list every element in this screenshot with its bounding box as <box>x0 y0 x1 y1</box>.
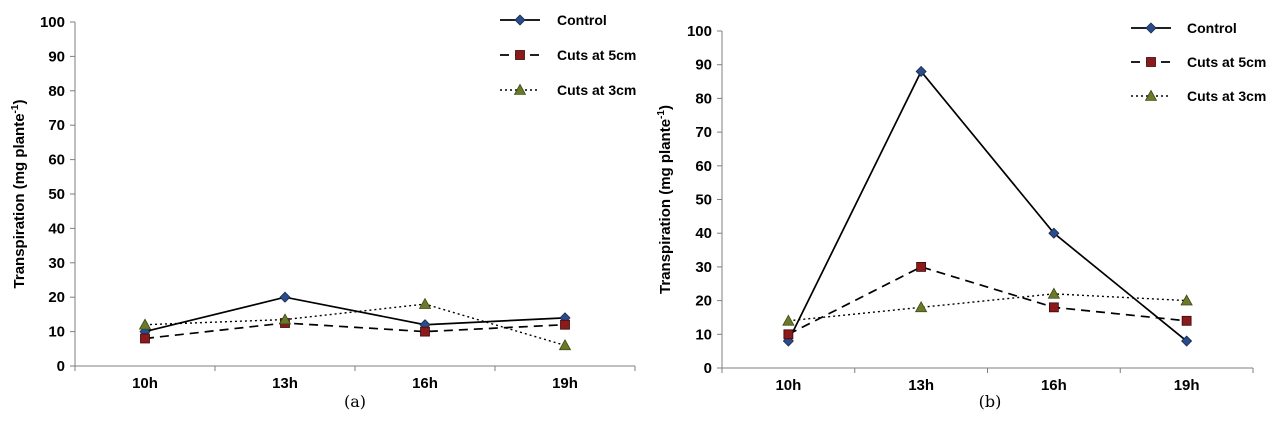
y-tick-label: 100 <box>40 14 65 31</box>
y-tick-label: 30 <box>695 259 712 276</box>
data-point-series-2 <box>783 329 794 340</box>
x-tick-label: 16h <box>412 375 438 392</box>
data-point-series-2 <box>1181 315 1192 326</box>
y-tick-label: 60 <box>695 158 712 175</box>
data-point-series-3 <box>914 301 928 313</box>
legend-label: Cuts at 3cm <box>1187 88 1266 104</box>
x-tick-label: 10h <box>775 377 801 394</box>
y-axis-title: Transpiration (mg plante-1) <box>10 100 28 289</box>
legend-marker <box>515 50 525 60</box>
series-line-1 <box>787 69 1188 342</box>
x-tick-label: 13h <box>272 375 298 392</box>
data-point-series-2 <box>420 326 430 337</box>
legend-label: Cuts at 3cm <box>557 82 636 98</box>
y-axis-title: Transpiration (mg plante-1) <box>656 105 674 294</box>
legend-marker <box>1144 89 1158 101</box>
y-tick-label: 50 <box>48 186 65 203</box>
y-tick-label: 0 <box>704 360 712 377</box>
chart-panel-2: 0 10 20 30 40 50 60 70 80 90 100 10h 13h 16h 19h Transp… <box>656 20 1266 411</box>
legend-label: Cuts at 5cm <box>557 47 636 63</box>
legend-label: Cuts at 5cm <box>1187 54 1266 70</box>
y-tick-label: 10 <box>695 326 712 343</box>
y-tick-label: 70 <box>48 117 65 134</box>
legend-marker <box>1146 57 1156 67</box>
y-tick-label: 90 <box>48 48 65 65</box>
series-line-1 <box>144 296 566 333</box>
data-point-series-1 <box>915 65 927 78</box>
x-tick-label: 16h <box>1041 377 1067 394</box>
y-tick-label: 30 <box>48 255 65 272</box>
y-tick-label: 90 <box>695 57 712 74</box>
data-point-series-3 <box>1047 287 1061 299</box>
legend-marker <box>513 83 527 95</box>
x-tick-label: 10h <box>132 375 158 392</box>
data-point-series-3 <box>1180 294 1193 306</box>
data-point-series-2 <box>140 333 150 344</box>
legend-marker <box>1145 22 1157 34</box>
series-line-2 <box>787 265 1187 336</box>
legend-label: Control <box>557 12 607 28</box>
panel-label: (b) <box>979 392 1002 411</box>
data-point-series-3 <box>138 318 152 330</box>
data-point-series-3 <box>558 339 572 351</box>
data-point-series-3 <box>278 313 292 325</box>
data-point-series-3 <box>418 297 432 309</box>
data-point-series-1 <box>279 291 291 303</box>
data-point-series-2 <box>916 261 927 272</box>
data-point-series-1 <box>1048 227 1060 239</box>
chart-panel-1: 0 10 20 30 40 50 60 70 80 90 100 10h 13h 16h 19h Transp… <box>10 12 636 411</box>
series-line-2 <box>144 322 566 340</box>
y-tick-label: 70 <box>695 124 712 141</box>
series-line-3 <box>788 293 1187 322</box>
legend-label: Control <box>1187 20 1237 36</box>
series-line-3 <box>144 303 566 347</box>
y-tick-label: 20 <box>48 289 65 306</box>
data-point-series-3 <box>782 314 795 326</box>
y-tick-label: 60 <box>48 152 65 169</box>
y-tick-label: 20 <box>695 293 712 310</box>
x-tick-label: 19h <box>552 375 578 392</box>
y-tick-label: 10 <box>48 324 65 341</box>
x-tick-label: 13h <box>908 377 934 394</box>
y-tick-label: 0 <box>57 358 65 375</box>
y-tick-label: 50 <box>695 192 712 209</box>
legend-marker <box>514 14 526 26</box>
data-point-series-2 <box>1048 302 1059 313</box>
data-point-series-2 <box>560 319 570 330</box>
panel-label: (a) <box>344 392 366 411</box>
y-tick-label: 80 <box>695 90 712 107</box>
y-tick-label: 80 <box>48 83 65 100</box>
y-tick-label: 40 <box>695 225 712 242</box>
x-tick-label: 19h <box>1174 377 1200 394</box>
data-point-series-1 <box>1181 335 1193 347</box>
y-tick-label: 40 <box>48 220 65 237</box>
y-tick-label: 100 <box>687 23 712 40</box>
